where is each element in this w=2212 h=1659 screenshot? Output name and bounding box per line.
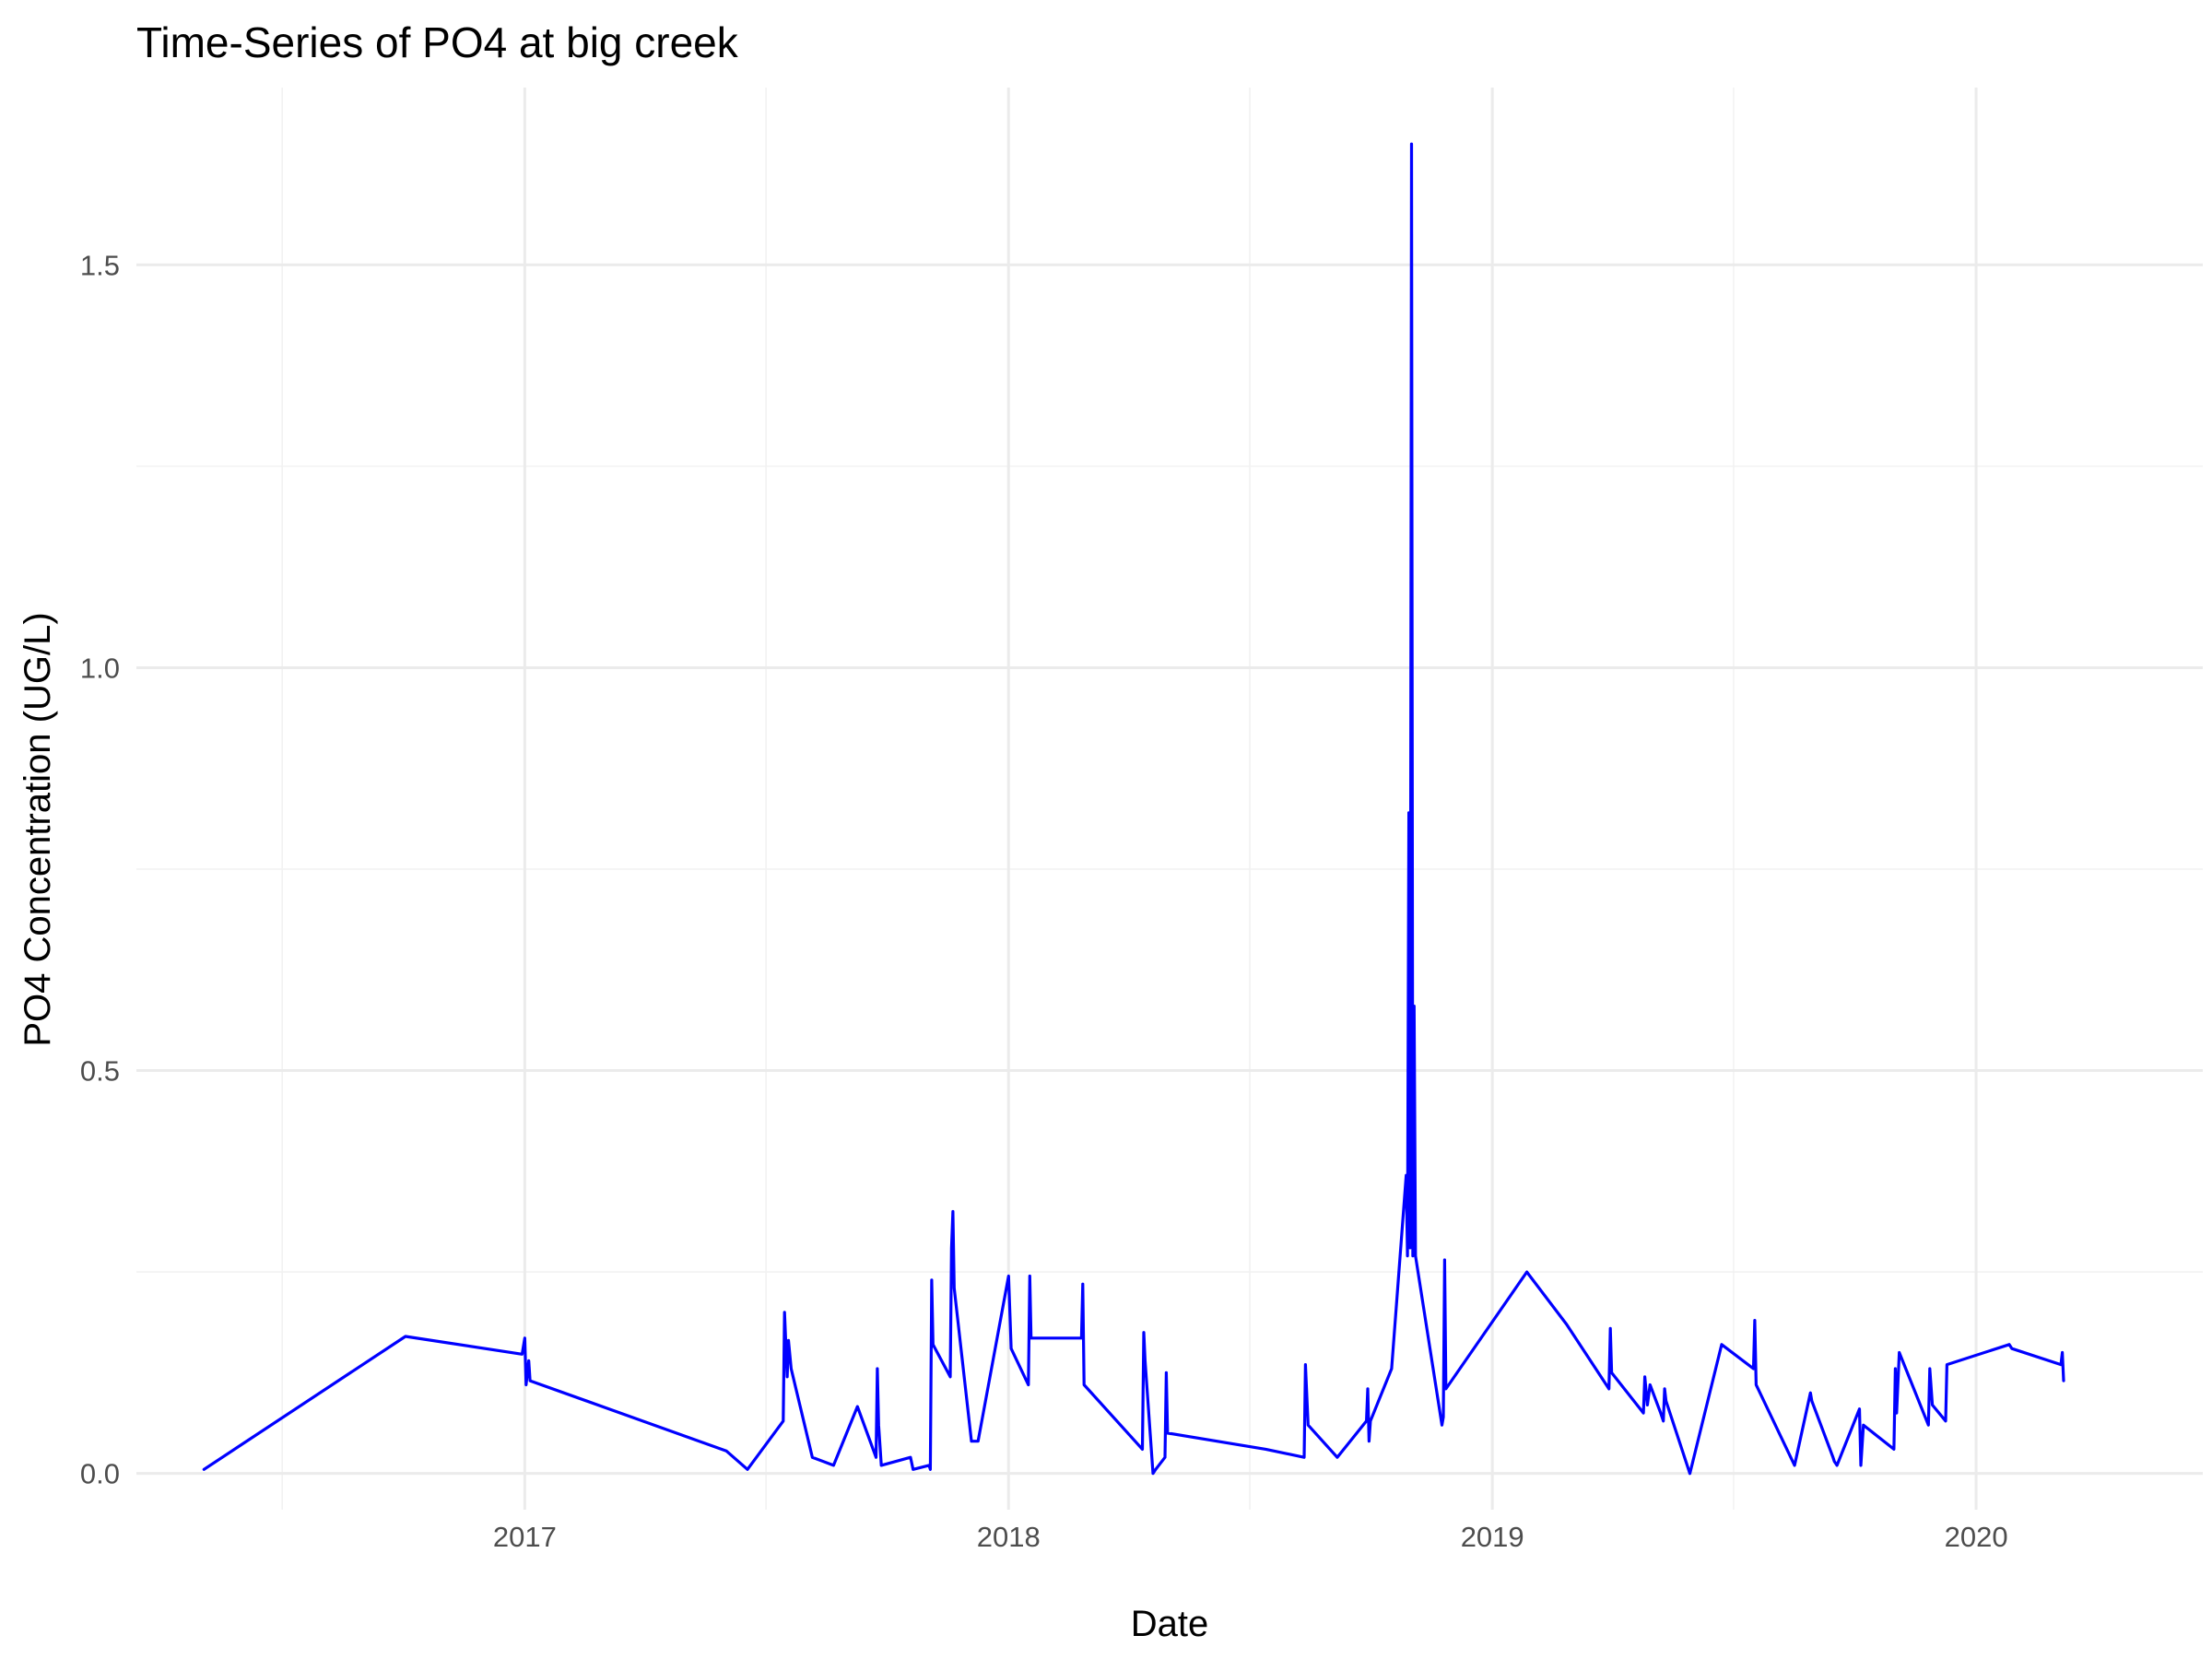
series-layer [202, 142, 2065, 1476]
y-tick-label: 1.5 [80, 249, 120, 281]
y-axis-label: PO4 Concentration (UG/L) [18, 612, 58, 1046]
x-tick-label: 2017 [493, 1521, 557, 1553]
series-line-po4 [202, 142, 2065, 1476]
x-tick-label: 2018 [977, 1521, 1041, 1553]
y-tick-label: 0.5 [80, 1055, 120, 1088]
y-tick-label: 1.0 [80, 652, 120, 684]
grid-lines [136, 88, 2203, 1510]
x-tick-label: 2020 [1945, 1521, 2008, 1553]
x-tick-label: 2019 [1461, 1521, 1524, 1553]
x-axis-label: Date [1131, 1604, 1209, 1644]
y-tick-label: 0.0 [80, 1458, 120, 1490]
chart-title: Time-Series of PO4 at big creek [136, 18, 739, 66]
tick-labels: 0.0 0.5 1.0 1.5 2017 2018 2019 2020 [80, 249, 2008, 1553]
